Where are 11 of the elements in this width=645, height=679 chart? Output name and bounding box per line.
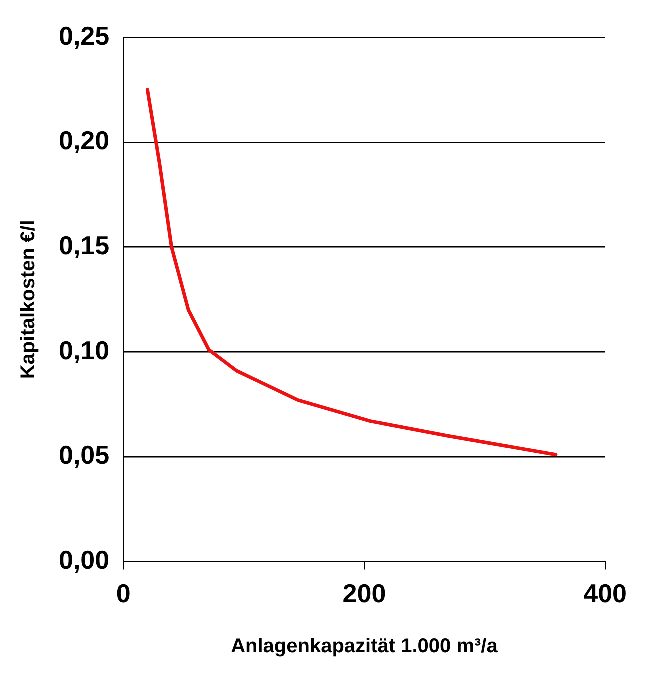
y-tick-label: 0,05: [58, 440, 110, 470]
y-tick-label: 0,10: [58, 335, 110, 366]
y-tick-label: 0,15: [58, 230, 110, 260]
x-axis-title: Anlagenkapazität 1.000 m³/a: [231, 636, 499, 658]
y-tick-label: 0,25: [58, 20, 110, 51]
x-tick-label: 400: [584, 578, 628, 609]
y-axis-title: Kapitalkosten €/l: [18, 220, 40, 380]
x-tick-label: 200: [342, 578, 386, 609]
y-tick-label: 0,00: [58, 544, 110, 575]
y-tick-label: 0,20: [58, 126, 110, 156]
x-tick-label: 0: [116, 578, 131, 609]
